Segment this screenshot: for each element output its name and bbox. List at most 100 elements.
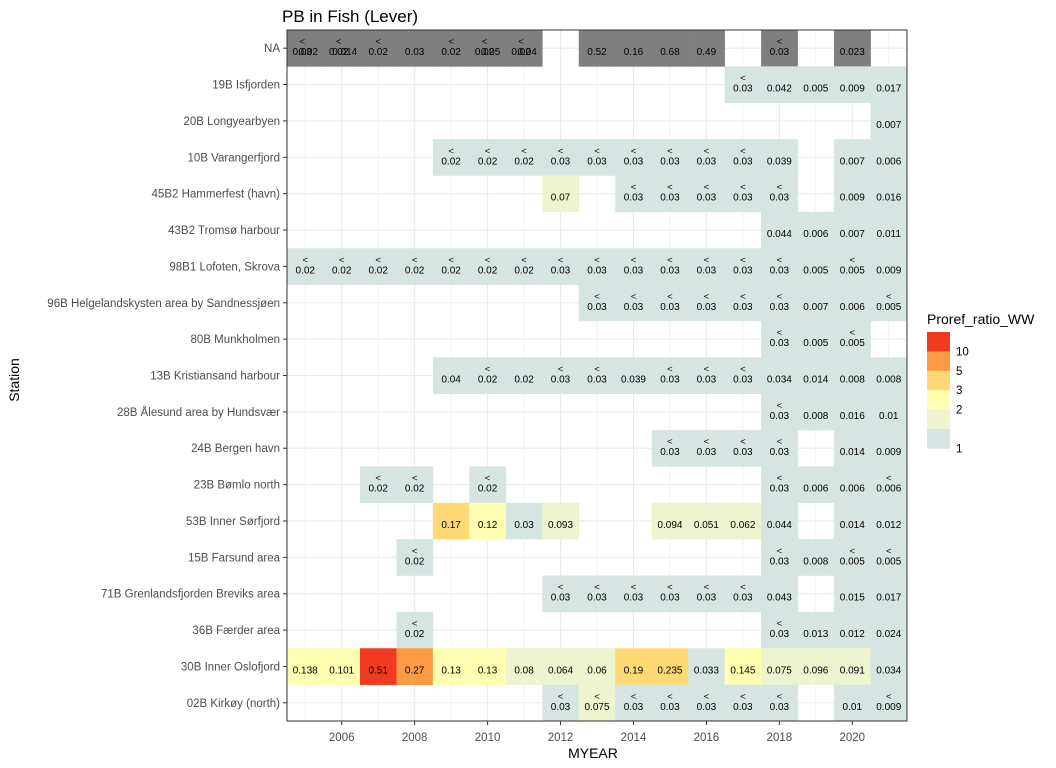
below-lod-mark: < (412, 619, 418, 630)
cell-value-label: 0.03 (660, 702, 680, 713)
heatmap-cell (651, 575, 689, 613)
heatmap-cell (542, 139, 580, 176)
y-tick-label: 13B Kristiansand harbour (150, 371, 280, 383)
heatmap-cell (396, 539, 434, 576)
cell-value-label: 0.02 (405, 265, 425, 276)
below-lod-mark: < (704, 291, 710, 302)
below-lod-mark: < (667, 364, 673, 375)
heatmap-cell (688, 502, 725, 540)
heatmap-cell (615, 139, 653, 176)
y-tick-label: NA (264, 43, 280, 55)
heatmap-cell (724, 284, 762, 322)
heatmap-cell (578, 284, 616, 322)
legend-label: 1 (956, 443, 962, 455)
heatmap-cell (834, 30, 871, 67)
cell-value-label: 0.03 (660, 593, 680, 604)
cell-value-label: 0.009 (876, 265, 901, 276)
heatmap-cell (287, 30, 324, 67)
cell-value-label: 0.043 (767, 593, 792, 604)
cell-value-label: 0.03 (770, 629, 790, 640)
below-lod-mark: < (631, 182, 637, 193)
y-tick-label: 02B Kirkøy (north) (187, 698, 280, 710)
cell-value-label: 0.02 (405, 556, 425, 567)
cell-value-label: 0.006 (876, 484, 901, 495)
y-axis-title: Station (6, 358, 22, 402)
cell-value-label: 0.006 (840, 302, 865, 313)
heatmap-cell (797, 539, 835, 576)
below-lod-mark: < (594, 291, 600, 302)
cell-value-label: 0.012 (840, 629, 865, 640)
heatmap-cell (797, 248, 835, 285)
heatmap-cell (615, 357, 653, 394)
heatmap-cell (651, 357, 689, 394)
cell-value-label: 0.07 (551, 193, 571, 204)
cell-value-label: 0.03 (624, 193, 644, 204)
heatmap-cell (688, 684, 725, 722)
y-tick-label: 96B Helgelandskysten area by Sandnessjøe… (47, 298, 280, 310)
y-tick-label: 28B Ålesund area by Hundsvær (117, 406, 280, 419)
heatmap-cell (834, 320, 871, 358)
heatmap-cell (724, 648, 762, 685)
legend-label: 2 (956, 405, 962, 417)
cell-value-label: 0.03 (624, 702, 644, 713)
cell-value-label: 0.02 (299, 47, 319, 58)
cell-value-label: 0.03 (624, 593, 644, 604)
heatmap-cell (432, 502, 470, 540)
heatmap-cell (870, 284, 908, 322)
heatmap-cell (651, 175, 689, 213)
heatmap-cell (432, 30, 470, 67)
heatmap-cell (615, 248, 653, 285)
heatmap-cell (688, 284, 725, 322)
below-lod-mark: < (631, 291, 637, 302)
heatmap-cell (724, 139, 762, 176)
heatmap-cell (834, 248, 871, 285)
cell-value-label: 0.03 (733, 375, 753, 386)
below-lod-mark: < (448, 146, 454, 157)
heatmap-cell (359, 248, 397, 285)
cell-value-label: 0.19 (624, 665, 644, 676)
heatmap-cell (505, 30, 543, 67)
below-lod-mark: < (740, 291, 746, 302)
cell-value-label: 0.03 (514, 520, 534, 531)
cell-value-label: 0.02 (368, 265, 388, 276)
y-tick-label: 30B Inner Oslofjord (181, 661, 280, 673)
heatmap-cell (834, 430, 871, 467)
below-lod-mark: < (558, 582, 564, 593)
cell-value-label: 0.04 (441, 375, 461, 386)
below-lod-mark: < (667, 582, 673, 593)
below-lod-mark: < (740, 582, 746, 593)
cell-value-label: 0.03 (770, 411, 790, 422)
heatmap-cell (651, 502, 689, 540)
cell-value-label: 0.03 (587, 302, 607, 313)
heatmap-cell (761, 430, 798, 467)
x-tick-label: 2006 (329, 732, 355, 744)
cell-labels: <0.030.02<0.020.014<0.02 0.03<0.02<0.020.… (293, 37, 902, 713)
cell-value-label: 0.064 (548, 665, 573, 676)
legend: Proref_ratio_WW 10 5 3 2 1 (927, 311, 1035, 455)
heatmap-cell (578, 139, 616, 176)
below-lod-mark: < (777, 473, 783, 484)
heatmap-cell (834, 539, 871, 576)
cell-value-label: 0.03 (697, 265, 717, 276)
cell-value-label: 0.02 (514, 265, 534, 276)
cell-value-label: 0.012 (876, 520, 901, 531)
below-lod-mark: < (777, 255, 783, 266)
cell-value-label: 0.02 (441, 156, 461, 167)
cell-value-label: 0.03 (551, 375, 571, 386)
heatmap-cell (469, 502, 507, 540)
below-lod-mark: < (631, 255, 637, 266)
heatmap-cell (834, 502, 871, 540)
y-tick-label: 36B Færder area (192, 625, 280, 637)
y-tick-label: 15B Farsund area (188, 552, 281, 564)
legend-key (927, 370, 950, 391)
heatmap-cell (615, 284, 653, 322)
cell-value-label: 0.01 (843, 702, 863, 713)
heatmap-cell (834, 611, 871, 649)
x-tick-label: 2016 (694, 732, 720, 744)
heatmap-cell (834, 648, 871, 685)
cell-value-label: 0.03 (770, 338, 790, 349)
heatmap-cell (797, 284, 835, 322)
heatmap-cell (761, 175, 798, 213)
heatmap-cell (797, 393, 835, 431)
cell-value-label: 0.007 (840, 229, 865, 240)
